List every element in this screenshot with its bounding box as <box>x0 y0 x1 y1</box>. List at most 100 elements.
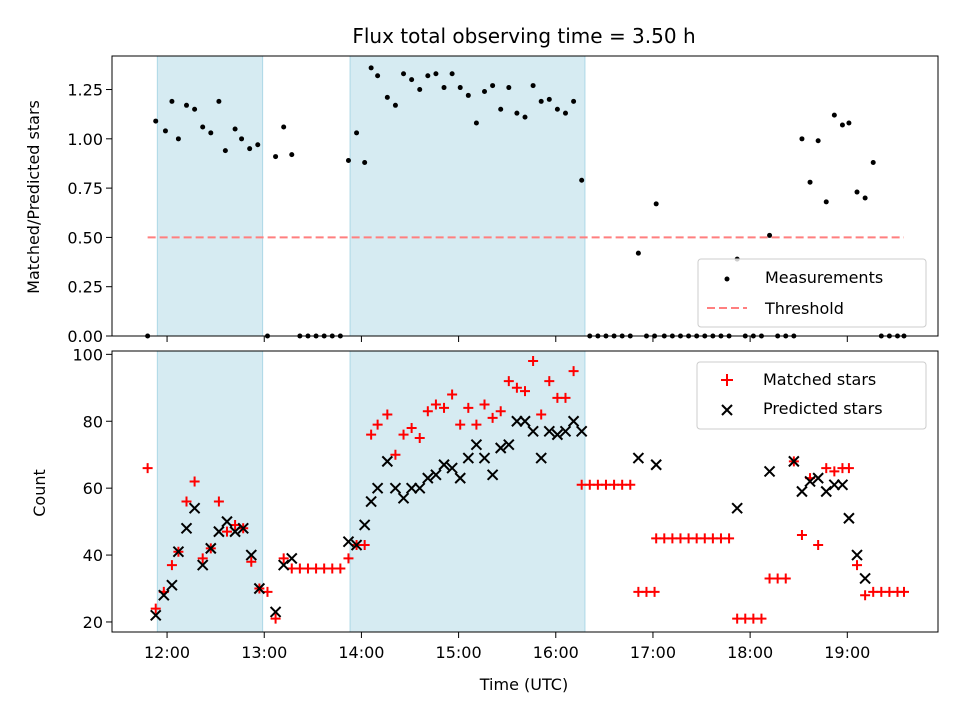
bottom-matched-point <box>544 376 555 387</box>
bottom-predicted-point <box>342 535 355 548</box>
top-shaded-band-0 <box>156 55 264 337</box>
legend-threshold-label: Threshold <box>764 299 844 318</box>
top-measurement-point <box>473 120 479 126</box>
bottom-matched-point <box>372 419 383 430</box>
bottom-predicted-point <box>804 475 816 488</box>
bottom-matched-point <box>511 382 522 393</box>
bottom-predicted-point <box>462 452 475 464</box>
bottom-predicted-point <box>172 546 185 558</box>
bottom-legend-box <box>696 361 927 430</box>
bottom-predicted-point <box>478 452 491 464</box>
bottom-matched-point <box>422 406 433 417</box>
top-measurement-point <box>184 102 190 108</box>
bottom-predicted-point <box>859 572 871 585</box>
bottom-predicted-point <box>836 479 849 491</box>
bottom-matched-point <box>756 613 767 624</box>
bottom-panel: 20 40 60 80 100 12:00 13:00 14:00 15:00 16:00 17:… <box>30 345 939 694</box>
bottom-predicted-point <box>527 425 539 437</box>
top-measurement-point <box>465 92 471 98</box>
bottom-predicted-point <box>575 425 588 437</box>
bottom-predicted-point <box>438 459 450 471</box>
bottom-predicted-point <box>158 589 170 601</box>
top-measurement-point <box>498 106 504 112</box>
top-measurement-point <box>192 106 198 112</box>
bottom-matched-point <box>780 573 791 584</box>
bottom-predicted-point <box>414 482 426 494</box>
bottom-matched-point <box>197 553 208 564</box>
bottom-matched-point <box>382 409 393 420</box>
top-measurement-point <box>490 83 496 89</box>
top-measurement-point <box>767 232 773 238</box>
bottom-predicted-point <box>828 479 841 491</box>
bottom-x-tick-label: 17:00 <box>630 643 676 662</box>
top-measurement-point <box>345 158 351 164</box>
bottom-predicted-point <box>511 415 523 427</box>
top-legend: Measurements Threshold <box>697 258 927 328</box>
top-measurement-point <box>175 136 181 142</box>
top-y-tick-label: 0.25 <box>67 278 103 297</box>
bottom-predicted-point <box>559 425 572 437</box>
top-measurement-point <box>839 122 845 128</box>
bottom-axes-frame <box>111 350 939 633</box>
bottom-matched-point <box>166 560 177 571</box>
bottom-matched-point <box>181 496 192 507</box>
legend-matched-marker <box>721 374 733 386</box>
top-measurement-point <box>506 85 512 91</box>
bottom-matched-point <box>860 590 871 601</box>
top-y-tick-label: 1.25 <box>67 81 103 100</box>
top-y-tick-label: 1.00 <box>67 130 103 149</box>
top-measurement-point <box>823 199 829 205</box>
bottom-matched-point <box>335 563 346 574</box>
bottom-matched-point <box>246 556 257 567</box>
top-measurement-point <box>153 118 159 124</box>
bottom-matched-point <box>479 399 490 410</box>
top-measurement-point <box>854 189 860 195</box>
bottom-predicted-point <box>503 438 515 451</box>
bottom-matched-point <box>366 429 377 440</box>
bottom-matched-point <box>796 529 807 540</box>
x-axis-label: Time (UTC) <box>479 675 568 694</box>
top-measurement-point <box>289 152 295 158</box>
top-measurement-point <box>375 73 381 79</box>
bottom-matched-point <box>230 519 241 530</box>
top-measurement-point <box>417 87 423 93</box>
top-measurement-point <box>433 71 439 77</box>
top-measurement-point <box>247 146 253 152</box>
legend-predicted-marker <box>721 404 733 416</box>
bottom-predicted-point <box>205 542 217 555</box>
top-measurement-point <box>409 77 415 83</box>
bottom-predicted-point <box>188 502 201 514</box>
top-measurement-point <box>579 177 585 183</box>
top-measurement-point <box>457 85 463 91</box>
bottom-shaded-band-0 <box>156 350 264 633</box>
bottom-predicted-point <box>180 522 193 535</box>
top-measurement-point <box>449 71 455 77</box>
bottom-x-tick-label: 13:00 <box>241 643 287 662</box>
top-y-tick-label: 0.00 <box>67 327 103 346</box>
bottom-predicted-point <box>253 582 266 595</box>
top-measurement-point <box>546 96 552 102</box>
bottom-predicted-point <box>763 465 776 478</box>
top-measurement-point <box>799 136 805 142</box>
bottom-predicted-point <box>632 452 645 464</box>
bottom-matched-point <box>359 540 370 551</box>
top-measurement-point <box>862 195 868 201</box>
bottom-predicted-point <box>731 502 743 514</box>
bottom-matched-point <box>455 419 466 430</box>
top-measurement-point <box>208 130 214 136</box>
bottom-predicted-point <box>213 525 225 538</box>
bottom-x-tick-label: 18:00 <box>727 643 773 662</box>
top-measurement-point <box>815 138 821 144</box>
bottom-predicted-point <box>358 519 371 531</box>
bottom-predicted-point <box>486 469 499 481</box>
top-measurement-point <box>846 120 852 126</box>
bottom-matched-point <box>813 540 824 551</box>
bottom-matched-point <box>487 412 498 423</box>
top-measurement-point <box>222 148 228 154</box>
bottom-predicted-point <box>229 525 241 538</box>
bottom-matched-point <box>560 392 571 403</box>
bottom-predicted-point <box>166 579 178 591</box>
bottom-predicted-point <box>551 428 564 441</box>
bottom-y-tick-label: 20 <box>83 613 103 632</box>
